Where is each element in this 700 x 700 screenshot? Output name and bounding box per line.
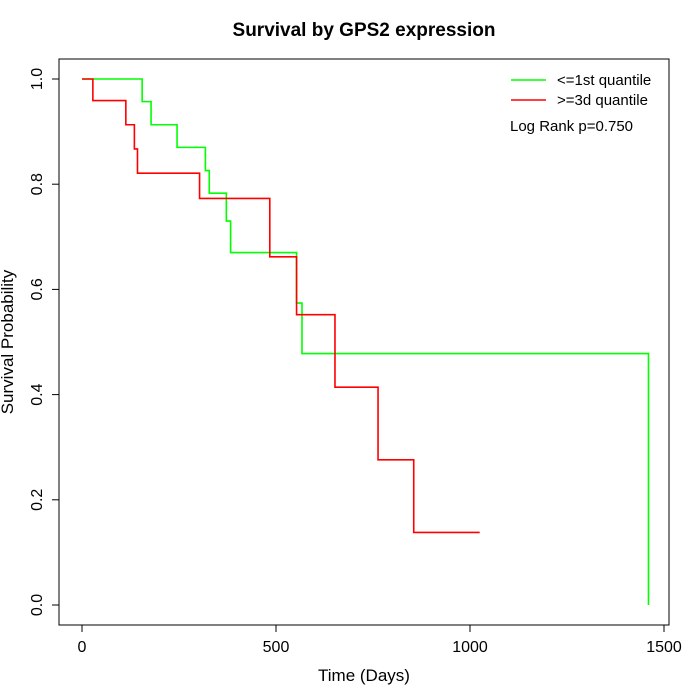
- x-tick-label: 1000: [452, 639, 488, 656]
- y-tick-label: 0.4: [29, 383, 46, 405]
- legend-label: >=3d quantile: [557, 92, 648, 109]
- x-tick-label: 500: [263, 639, 290, 656]
- legend: <=1st quantile >=3d quantile: [511, 72, 651, 109]
- y-tick-label: 0.2: [29, 489, 46, 511]
- plot-frame: [58, 58, 670, 626]
- chart-title: Survival by GPS2 expression: [233, 20, 496, 41]
- y-tick-label: 1.0: [29, 68, 46, 90]
- log-rank-annotation: Log Rank p=0.750: [510, 118, 633, 135]
- y-tick-label: 0.6: [29, 278, 46, 300]
- y-tick-label: 0.8: [29, 173, 46, 195]
- x-tick-label: 0: [78, 639, 87, 656]
- y-axis-label: Survival Probability: [0, 269, 17, 414]
- survival-curve-1: [82, 78, 650, 605]
- survival-curve-2: [82, 78, 480, 534]
- x-tick-label: 1500: [646, 639, 682, 656]
- x-axis: 0 500 1000 1500: [78, 624, 682, 656]
- y-tick-label: 0.0: [29, 594, 46, 616]
- series-layer: [82, 78, 650, 605]
- x-axis-label: Time (Days): [318, 666, 410, 685]
- y-axis: 0.0 0.2 0.4 0.6 0.8 1.0: [29, 68, 60, 616]
- legend-label: <=1st quantile: [557, 72, 651, 89]
